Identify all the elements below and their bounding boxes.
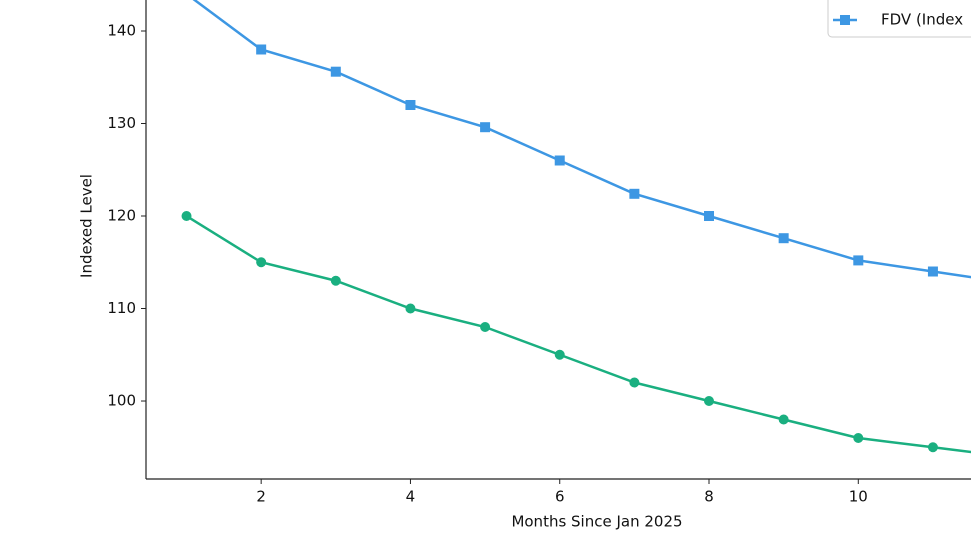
legend-marker [840, 15, 850, 25]
marker [629, 377, 640, 388]
marker [853, 255, 864, 266]
y-tick-label: 140 [107, 21, 136, 39]
x-tick-label: 6 [555, 488, 565, 506]
y-axis-label: Indexed Level [78, 174, 96, 278]
marker [927, 442, 938, 453]
marker [778, 233, 789, 244]
marker [629, 188, 640, 199]
marker [554, 349, 565, 360]
marker [480, 122, 491, 133]
marker [405, 99, 416, 110]
y-tick-label: 120 [107, 207, 136, 225]
plot-area [181, 0, 971, 454]
marker [256, 44, 267, 55]
x-tick-label: 4 [406, 488, 416, 506]
marker [554, 155, 565, 166]
legend-box [827, 0, 971, 38]
y-tick-label: 110 [107, 299, 136, 317]
series-line [192, 0, 971, 279]
marker [853, 433, 864, 444]
marker [704, 211, 715, 222]
marker [330, 275, 341, 286]
x-axis-label: Months Since Jan 2025 [511, 513, 682, 531]
marker [927, 266, 938, 277]
marker [480, 322, 491, 333]
x-tick-label: 8 [704, 488, 714, 506]
legend-label: FDV (Index [881, 11, 963, 29]
x-tick-label: 2 [256, 488, 266, 506]
marker [704, 396, 715, 407]
x-tick-label: 10 [849, 488, 868, 506]
marker [181, 211, 192, 222]
marker [778, 414, 789, 425]
y-tick-label: 100 [107, 392, 136, 410]
marker [330, 66, 341, 77]
y-tick-label: 130 [107, 114, 136, 132]
series-line [185, 214, 971, 454]
marker [256, 257, 267, 268]
marker [405, 303, 416, 314]
